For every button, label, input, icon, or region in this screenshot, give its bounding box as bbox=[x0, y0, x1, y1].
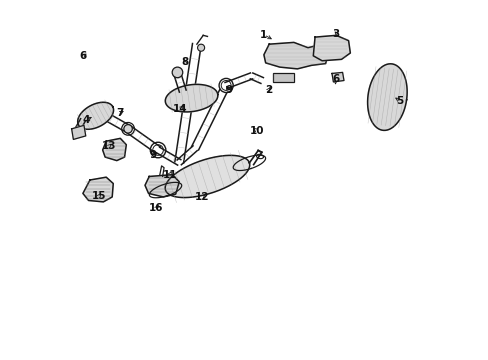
Text: 5: 5 bbox=[395, 96, 403, 105]
Text: 6: 6 bbox=[79, 51, 86, 61]
Bar bbox=[272, 73, 293, 82]
Text: 2: 2 bbox=[264, 85, 271, 95]
Text: 6: 6 bbox=[331, 75, 339, 85]
Polygon shape bbox=[165, 84, 217, 112]
Polygon shape bbox=[264, 42, 328, 69]
Text: 15: 15 bbox=[92, 191, 106, 201]
Circle shape bbox=[123, 125, 132, 133]
Polygon shape bbox=[71, 125, 85, 139]
Text: 10: 10 bbox=[249, 126, 264, 136]
Text: 9: 9 bbox=[150, 150, 157, 160]
Polygon shape bbox=[331, 72, 343, 82]
Circle shape bbox=[172, 67, 183, 78]
Text: 1: 1 bbox=[260, 30, 267, 40]
Circle shape bbox=[197, 44, 204, 51]
Text: 8: 8 bbox=[181, 57, 188, 67]
Polygon shape bbox=[78, 102, 113, 129]
Text: 12: 12 bbox=[195, 192, 209, 202]
Polygon shape bbox=[313, 35, 349, 61]
Polygon shape bbox=[83, 177, 113, 202]
Polygon shape bbox=[145, 175, 179, 197]
Text: 13: 13 bbox=[101, 141, 116, 152]
Text: 3: 3 bbox=[332, 28, 339, 39]
Polygon shape bbox=[165, 156, 249, 198]
Polygon shape bbox=[102, 138, 126, 161]
Text: 9: 9 bbox=[224, 85, 232, 95]
Text: 16: 16 bbox=[149, 203, 163, 213]
Text: 14: 14 bbox=[173, 104, 187, 114]
Text: 4: 4 bbox=[82, 115, 89, 125]
Text: 11: 11 bbox=[162, 170, 177, 180]
Text: 7: 7 bbox=[117, 108, 124, 118]
Polygon shape bbox=[367, 64, 407, 130]
